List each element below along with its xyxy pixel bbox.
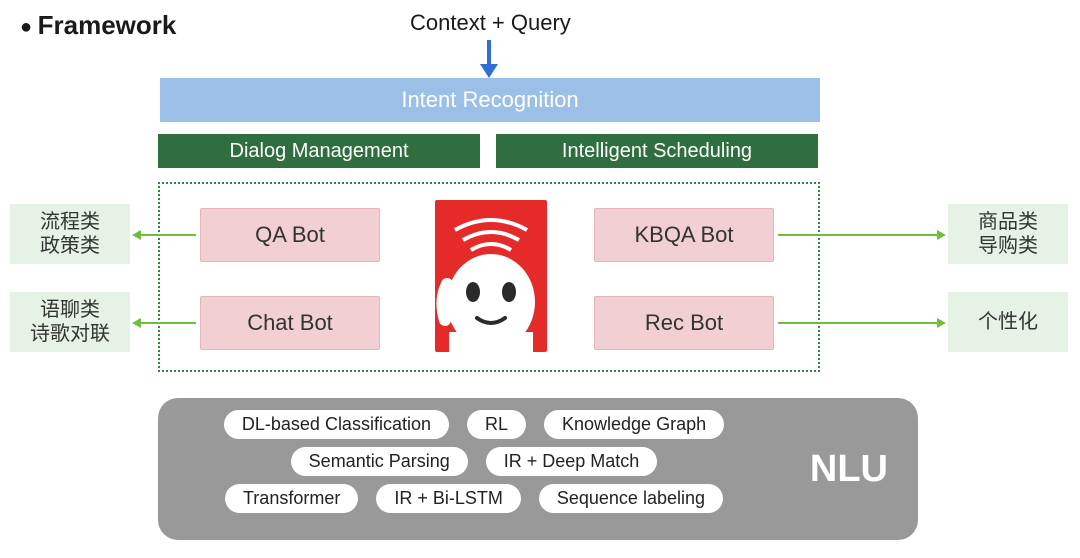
dialog-management-bar: Dialog Management (158, 134, 480, 168)
side-label-line: 诗歌对联 (30, 322, 110, 346)
nlu-pill: IR + Deep Match (486, 447, 658, 476)
nlu-pill: Semantic Parsing (291, 447, 468, 476)
side-label-line: 流程类 (40, 210, 100, 234)
nlu-pill: RL (467, 410, 526, 439)
connector-line (778, 322, 938, 324)
robot-icon (435, 200, 547, 352)
kbqa-bot-box: KBQA Bot (594, 208, 774, 262)
intelligent-scheduling-bar: Intelligent Scheduling (496, 134, 818, 168)
nlu-label: NLU (810, 448, 888, 491)
intent-recognition-box: Intent Recognition (160, 78, 820, 122)
nlu-pill: Sequence labeling (539, 484, 723, 513)
rec-bot-box: Rec Bot (594, 296, 774, 350)
side-label-chat: 语聊类 诗歌对联 (10, 292, 130, 352)
connector-line (140, 322, 196, 324)
connector-line (778, 234, 938, 236)
side-label-line: 语聊类 (40, 298, 100, 322)
nlu-pill: Transformer (225, 484, 358, 513)
side-label-process: 流程类 政策类 (10, 204, 130, 264)
side-label-product: 商品类 导购类 (948, 204, 1068, 264)
nlu-rows: DL-based Classification RL Knowledge Gra… (174, 410, 774, 513)
side-label-personalize: 个性化 (948, 292, 1068, 352)
side-label-line: 导购类 (978, 234, 1038, 258)
section-title: Framework (20, 10, 176, 41)
side-label-line: 商品类 (978, 210, 1038, 234)
nlu-row: Semantic Parsing IR + Deep Match (174, 447, 774, 476)
qa-bot-box: QA Bot (200, 208, 380, 262)
nlu-panel: NLU DL-based Classification RL Knowledge… (158, 398, 918, 540)
chat-bot-box: Chat Bot (200, 296, 380, 350)
nlu-pill: IR + Bi-LSTM (376, 484, 521, 513)
connector-line (140, 234, 196, 236)
side-label-line: 个性化 (978, 310, 1038, 334)
nlu-row: DL-based Classification RL Knowledge Gra… (174, 410, 774, 439)
nlu-pill: DL-based Classification (224, 410, 449, 439)
nlu-pill: Knowledge Graph (544, 410, 724, 439)
context-query-label: Context + Query (410, 10, 571, 36)
nlu-row: Transformer IR + Bi-LSTM Sequence labeli… (174, 484, 774, 513)
side-label-line: 政策类 (40, 234, 100, 258)
